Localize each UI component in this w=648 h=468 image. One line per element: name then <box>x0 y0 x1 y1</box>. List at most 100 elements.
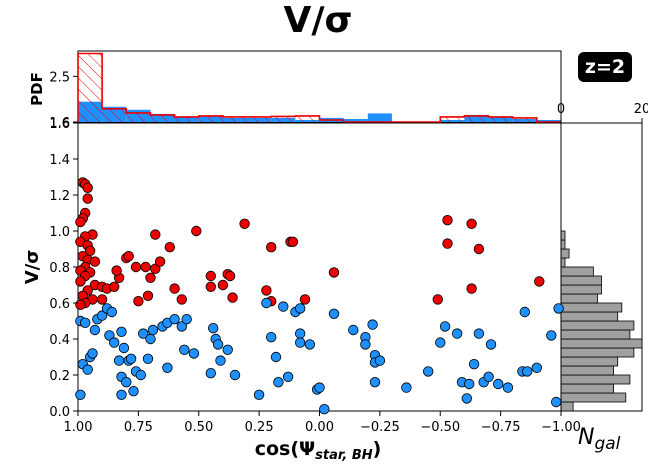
red-point <box>442 238 453 249</box>
chart-title: V/σ <box>283 0 352 41</box>
top-hist-red-outline <box>77 52 561 123</box>
blue-point <box>116 326 127 338</box>
right-hist-bar <box>560 302 623 313</box>
blue-point <box>82 364 93 375</box>
right-histogram-bars <box>560 230 643 412</box>
blue-point <box>314 382 325 393</box>
blue-point <box>113 355 125 366</box>
y-tick-label: 0.4 <box>49 333 70 348</box>
red-point <box>133 296 144 307</box>
red-point <box>466 218 477 230</box>
top-y-tick-label: 1.6 <box>49 116 70 131</box>
top-y-tick-label: 2.5 <box>49 70 70 85</box>
top-hist-red-bar <box>488 116 513 122</box>
blue-point <box>169 314 180 325</box>
blue-point <box>253 389 265 401</box>
blue-point <box>135 369 147 381</box>
top-hist-red-bar <box>198 115 223 122</box>
blue-point <box>116 389 127 401</box>
top-histogram-yticks: 2.5 1.6 <box>49 70 78 131</box>
right-hist-bar <box>560 311 619 322</box>
top-hist-red-bar <box>464 115 489 122</box>
blue-point <box>147 324 159 336</box>
right-hist-bar <box>560 266 594 277</box>
x-tick-label: 0.25 <box>245 420 274 435</box>
red-point <box>239 218 250 230</box>
x-tick-label: −0.50 <box>420 420 460 435</box>
ngal-label-main: N <box>578 425 594 450</box>
top-hist-red-bar <box>78 53 103 122</box>
blue-point <box>188 348 200 359</box>
red-point <box>534 276 545 287</box>
red-point <box>164 241 176 253</box>
blue-point <box>125 353 137 365</box>
x-tick-label: 0.00 <box>305 420 334 435</box>
blue-point <box>551 396 562 408</box>
blue-point <box>464 378 475 390</box>
red-point <box>142 290 154 302</box>
y-tick-label: 0.8 <box>49 261 70 276</box>
blue-point <box>374 355 386 366</box>
blue-point <box>485 339 497 350</box>
red-point <box>205 270 217 282</box>
blue-point <box>519 306 531 318</box>
blue-point <box>104 330 115 341</box>
red-point <box>473 243 485 255</box>
blue-point <box>118 342 130 354</box>
blue-point <box>493 378 504 390</box>
blue-point <box>273 377 284 388</box>
blue-point <box>282 371 294 383</box>
x-tick-label: −1.00 <box>541 420 581 435</box>
red-point <box>442 214 453 226</box>
right-hist-bar <box>560 329 631 340</box>
red-point <box>145 272 156 284</box>
blue-point <box>319 404 330 415</box>
y-tick-label: 1.0 <box>49 225 70 240</box>
main-xlabel: cos(Ψstar, BH) <box>255 438 382 463</box>
blue-point <box>367 319 378 330</box>
right-hist-bar <box>560 248 570 259</box>
y-tick-label: 1.4 <box>49 153 70 168</box>
blue-point <box>128 386 139 397</box>
blue-point <box>96 310 108 321</box>
red-point <box>150 263 161 275</box>
red-point <box>123 251 134 262</box>
blue-point <box>121 377 132 388</box>
blue-point <box>181 314 192 325</box>
red-point <box>299 294 311 305</box>
right-hist-bar <box>560 365 614 376</box>
red-point <box>432 294 444 305</box>
blue-point <box>468 359 480 370</box>
top-histogram-ylabel: PDF <box>28 72 46 106</box>
top-hist-red-bar <box>222 116 247 122</box>
red-point <box>217 279 229 291</box>
blue-point <box>270 351 282 363</box>
xlabel-sub: star, BH <box>315 448 373 463</box>
right-hist-bar <box>560 383 614 394</box>
y-tick-label: 1.2 <box>49 189 70 204</box>
x-tick-label: 1.00 <box>64 420 93 435</box>
blue-point <box>145 333 156 345</box>
red-point <box>191 225 202 237</box>
top-hist-red-bar <box>102 108 127 122</box>
main-scatter: 1.00 0.75 0.50 0.25 0.00 −0.25 −0.50 −0.75 −1.00… <box>22 117 581 463</box>
blue-point <box>435 337 446 348</box>
red-point <box>75 276 86 287</box>
right-hist-bar <box>560 239 566 250</box>
top-hist-red-bar <box>440 116 465 122</box>
blue-point <box>205 368 217 379</box>
main-ylabel: V/σ <box>22 250 43 285</box>
blue-point <box>261 297 272 309</box>
x-tick-label: −0.25 <box>360 420 400 435</box>
right-hist-bar <box>560 320 635 331</box>
scatter-points <box>75 177 564 415</box>
right-hist-bar <box>560 356 619 367</box>
blue-point <box>87 348 98 359</box>
right-hist-bar <box>560 374 631 385</box>
right-hist-bar <box>560 284 602 295</box>
top-hist-blue-bar <box>367 113 392 122</box>
red-point <box>82 182 93 194</box>
top-hist-red-bar <box>150 114 175 122</box>
blue-point <box>79 317 91 329</box>
blue-point <box>439 321 451 332</box>
